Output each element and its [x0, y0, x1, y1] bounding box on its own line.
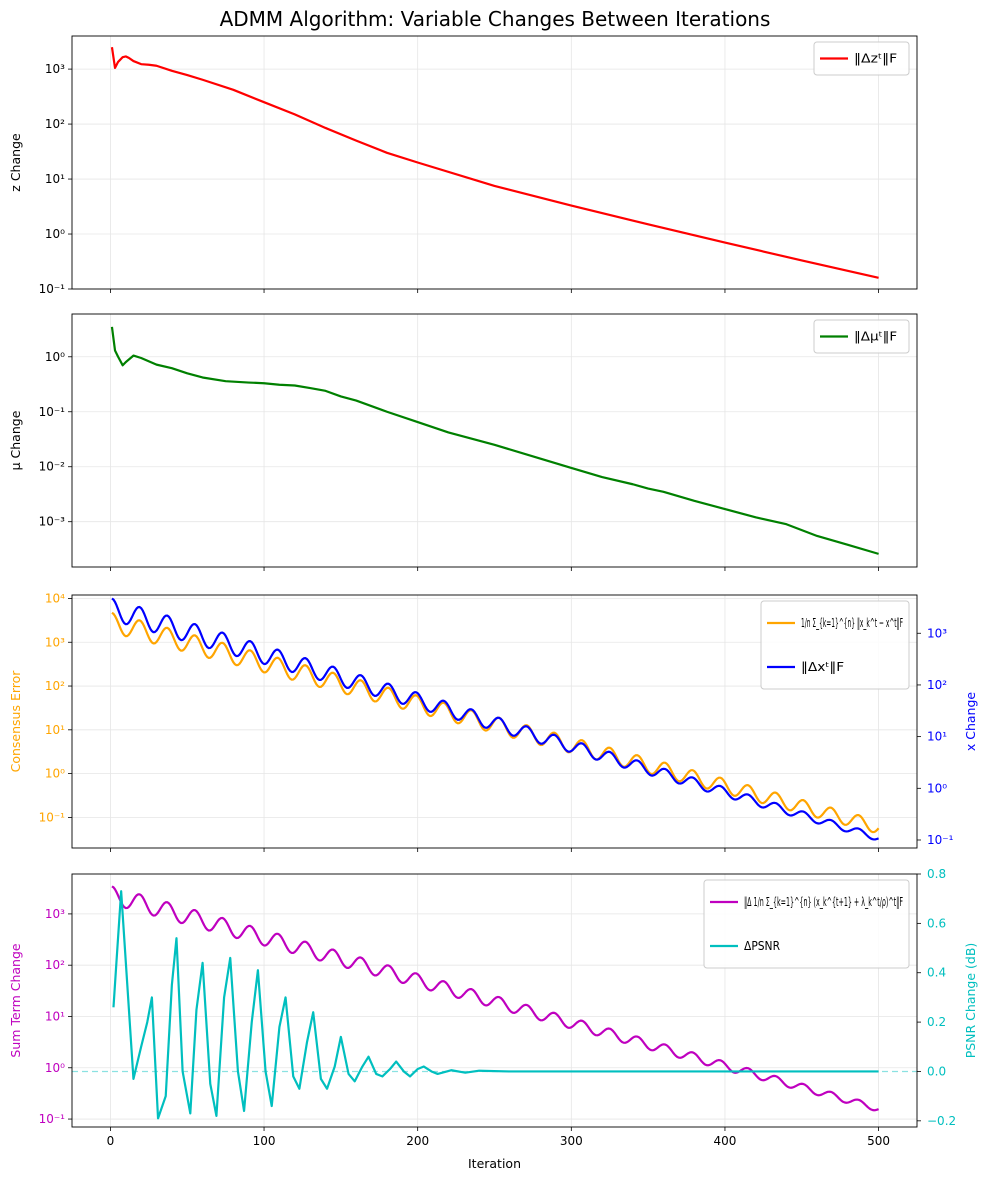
x-tick-label: 400 [714, 1134, 737, 1148]
y-axis-label: z Change [8, 133, 23, 192]
chart-panel-4: 0 100 200 300 400 500 10⁻¹ 10⁰ 10¹ 10² 10³ Sum Term… [8, 867, 978, 1171]
legend-entry: 1/n Σ_{k=1}^{n} ‖x_k^t − x^t‖F [801, 615, 903, 630]
legend-box [760, 600, 910, 690]
plot-frame [71, 873, 918, 1128]
legend-entry: ΔPSNR [744, 938, 780, 953]
figure-title: ADMM Algorithm: Variable Changes Between… [220, 7, 771, 31]
legend-box [703, 879, 910, 969]
y2-tick-label: 0.2 [927, 1015, 946, 1029]
y-tick-label: 10⁴ [45, 591, 65, 605]
y-tick-label: 10¹ [45, 1009, 65, 1023]
plot-frame [71, 35, 918, 290]
y-tick-label: 10⁻¹ [39, 405, 66, 419]
y-tick-label: 10² [45, 958, 65, 972]
y-tick-label: 10³ [45, 635, 65, 649]
chart-panel-1: 10⁻¹ 10⁰ 10¹ 10² 10³ z Change ‖Δzᵗ‖F [8, 35, 918, 296]
y2-tick-label: 10⁻¹ [927, 833, 954, 847]
x-axis-label: Iteration [468, 1156, 521, 1171]
x-tick-label: 100 [253, 1134, 276, 1148]
y2-tick-label: 0.4 [927, 966, 946, 980]
y2-tick-label: 0.8 [927, 867, 946, 881]
series-line-3-2 [111, 597, 879, 841]
y2-tick-label: −0.2 [927, 1114, 956, 1128]
legend-entry: ‖Δzᵗ‖F [854, 51, 897, 66]
y2-tick-label: 0.0 [927, 1064, 946, 1078]
y-tick-label: 10⁰ [45, 767, 65, 781]
series-line-4-1 [111, 885, 879, 1112]
y2-tick-label: 10² [927, 678, 947, 692]
y-tick-label: 10² [45, 679, 65, 693]
legend-entry: ‖Δxᵗ‖F [801, 659, 844, 674]
chart-panel-2: 10⁻³ 10⁻² 10⁻¹ 10⁰ μ Change ‖Δμᵗ‖F [8, 313, 918, 571]
y-axis-label: μ Change [8, 410, 23, 470]
legend-box [813, 41, 910, 76]
y2-tick-label: 10³ [927, 626, 947, 640]
chart-panel-3: 10⁻¹ 10⁰ 10¹ 10² 10³ 10⁴ Consensus Error 10⁻¹ 10… [8, 591, 978, 852]
series-line-4-2 [112, 890, 879, 1120]
y-axis-label: Sum Term Change [8, 943, 23, 1057]
y-tick-label: 10² [45, 117, 65, 131]
y-tick-label: 10¹ [45, 723, 65, 737]
series-line-1-1 [110, 47, 879, 279]
y-tick-label: 10⁻¹ [39, 810, 66, 824]
y-tick-label: 10⁰ [45, 1061, 65, 1075]
plot-frame [71, 594, 918, 849]
y-tick-label: 10⁻³ [39, 515, 66, 529]
legend-entry: ‖Δ 1/n Σ_{k=1}^{n} (x_k^{t+1} + λ_k^t/ρ)… [744, 894, 903, 909]
y-tick-label: 10⁻¹ [39, 1112, 66, 1126]
y2-axis-label: x Change [963, 692, 978, 752]
x-tick-label: 500 [867, 1134, 890, 1148]
x-tick-label: 0 [107, 1134, 115, 1148]
y2-tick-label: 10¹ [927, 730, 947, 744]
legend-box [813, 319, 910, 354]
y-tick-label: 10⁻² [39, 460, 66, 474]
y-tick-label: 10¹ [45, 172, 65, 186]
y-axis-label: Consensus Error [8, 670, 23, 773]
y-tick-label: 10³ [45, 907, 65, 921]
y2-tick-label: 0.6 [927, 916, 946, 930]
y-tick-label: 10³ [45, 62, 65, 76]
legend-entry: ‖Δμᵗ‖F [854, 329, 897, 344]
plot-frame [71, 313, 918, 568]
x-tick-label: 200 [406, 1134, 429, 1148]
series-line-2-1 [110, 326, 879, 555]
y-tick-label: 10⁻¹ [39, 282, 66, 296]
y2-tick-label: 10⁰ [927, 781, 947, 795]
x-tick-label: 300 [560, 1134, 583, 1148]
y-tick-label: 10⁰ [45, 227, 65, 241]
y2-axis-label: PSNR Change (dB) [963, 943, 978, 1059]
y-tick-label: 10⁰ [45, 350, 65, 364]
